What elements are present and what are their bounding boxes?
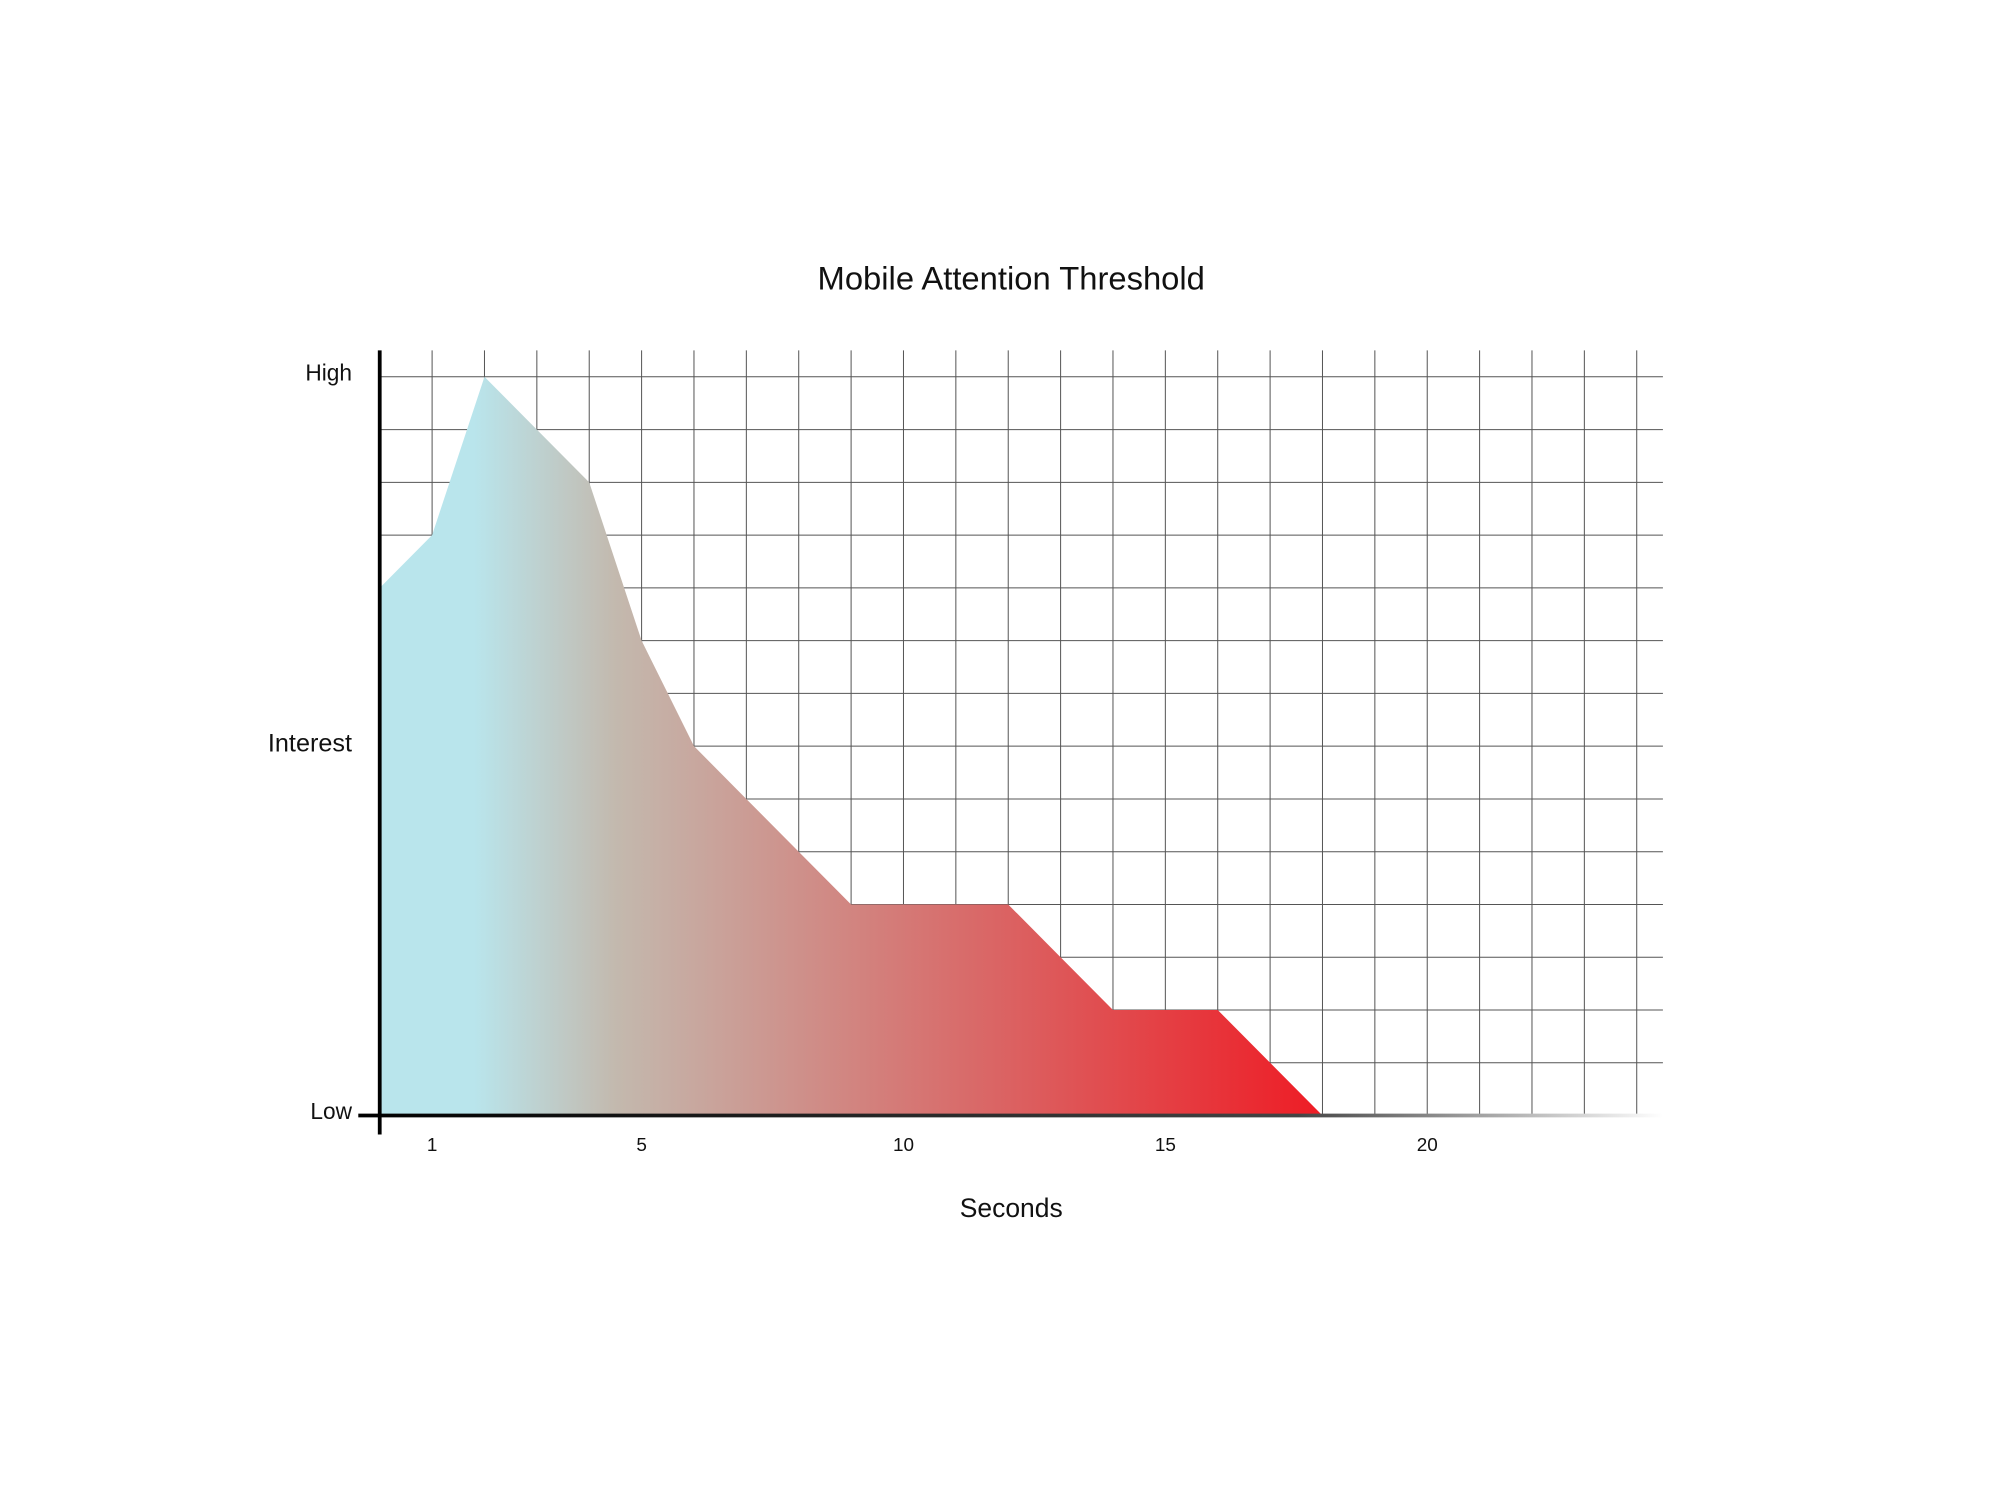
y-axis-label: Interest xyxy=(268,730,352,758)
x-tick-label: 5 xyxy=(636,1135,647,1156)
area xyxy=(379,376,1323,1116)
chart-title: Mobile Attention Threshold xyxy=(818,260,1205,297)
x-tick-label: 10 xyxy=(893,1135,914,1156)
x-axis-label: Seconds xyxy=(960,1193,1063,1223)
y-tick-label: Low xyxy=(310,1098,352,1124)
area-layer xyxy=(379,376,1323,1116)
x-tick-label: 1 xyxy=(427,1135,438,1156)
x-tick-label: 20 xyxy=(1417,1135,1438,1156)
x-tick-label: 15 xyxy=(1155,1135,1176,1156)
y-tick-label: High xyxy=(305,359,352,385)
